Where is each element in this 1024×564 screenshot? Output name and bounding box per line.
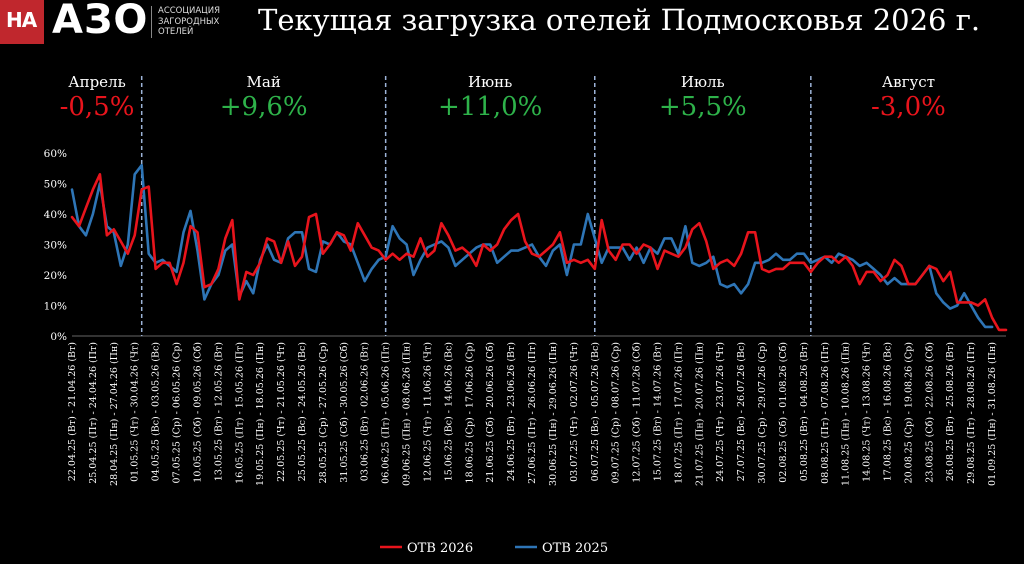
month-name: Апрель <box>68 73 126 91</box>
x-tick-label: 12.06.25 (Чт) - 11.06.26 (Чт) <box>422 342 433 482</box>
month-name: Май <box>247 73 281 91</box>
x-tick-label: 03.07.25 (Чт) - 02.07.26 (Чт) <box>569 342 580 482</box>
x-tick-label: 20.08.25 (Ср) - 19.08.26 (Ср) <box>903 342 914 483</box>
x-tick-label: 18.06.25 (Ср) - 17.06.26 (Ср) <box>464 342 475 483</box>
x-tick-label: 06.07.25 (Вс) - 05.07.26 (Вс) <box>590 342 601 481</box>
legend-label-2025: ОТВ 2025 <box>542 541 608 556</box>
logo-mark-text: НА <box>6 8 37 32</box>
month-name: Июнь <box>468 73 512 91</box>
x-tick-label: 26.08.25 (Вт) - 25.08.26 (Вт) <box>945 342 956 481</box>
x-tick-label: 21.06.25 (Сб) - 20.06.26 (Сб) <box>485 342 496 483</box>
logo-mark: НА <box>0 0 44 44</box>
x-tick-label: 09.07.25 (Ср) - 08.07.26 (Ср) <box>611 342 622 483</box>
x-tick-label: 24.06.25 (Вт) - 23.06.26 (Вт) <box>506 342 517 481</box>
x-tick-label: 19.05.25 (Пн) - 18.05.26 (Пн) <box>255 342 266 486</box>
x-tick-label: 10.05.25 (Сб) - 09.05.26 (Сб) <box>192 342 203 483</box>
x-tick-label: 06.06.25 (Пт) - 05.06.26 (Пт) <box>381 342 392 484</box>
series-line-2025 <box>70 163 994 329</box>
x-tick-label: 29.08.25 (Пт) - 28.08.26 (Пт) <box>966 342 977 484</box>
x-tick-label: 15.06.25 (Вс) - 14.06.26 (Вс) <box>443 342 454 481</box>
org-line-2: ЗАГОРОДНЫХ <box>158 16 220 27</box>
x-tick-label: 05.08.25 (Вт) - 04.08.26 (Вт) <box>799 342 810 481</box>
x-tick-label: 17.08.25 (Вс) - 16.08.26 (Вс) <box>883 342 894 481</box>
month-change-value: +5,5% <box>659 92 747 122</box>
org-line-3: ОТЕЛЕЙ <box>158 27 194 37</box>
y-tick-label: 60% <box>44 148 67 160</box>
x-tick-label: 28.05.25 (Ср) - 27.05.26 (Ср) <box>318 342 329 483</box>
x-tick-label: 21.07.25 (Пн) - 20.07.26 (Пн) <box>694 342 705 486</box>
month-name: Июль <box>681 73 725 91</box>
logo-divider <box>151 6 152 38</box>
x-tick-label: 03.06.25 (Вт) - 02.06.26 (Вт) <box>360 342 371 481</box>
x-tick-label: 08.08.25 (Пт) - 07.08.26 (Пт) <box>820 342 831 484</box>
x-tick-label: 30.06.25 (Пн) - 29.06.26 (Пн) <box>548 342 559 486</box>
x-tick-label: 14.08.25 (Чт) - 13.08.26 (Чт) <box>862 342 873 482</box>
x-tick-label: 22.05.25 (Чт) - 21.05.26 (Чт) <box>276 342 287 482</box>
x-tick-label: 15.07.25 (Вт) - 14.07.26 (Вт) <box>652 342 663 481</box>
legend-label-2026: ОТВ 2026 <box>407 541 473 556</box>
month-change-value: +11,0% <box>438 92 542 122</box>
page-title: Текущая загрузка отелей Подмосковья 2026… <box>258 3 981 37</box>
y-tick-label: 50% <box>44 179 67 191</box>
y-tick-label: 20% <box>44 270 67 282</box>
series-line-2026 <box>70 173 1008 332</box>
month-change-value: -3,0% <box>871 92 946 122</box>
x-tick-label: 13.05.25 (Вт) - 12.05.26 (Вт) <box>213 342 224 481</box>
month-name: Август <box>882 73 935 91</box>
org-name: АССОЦИАЦИЯ ЗАГОРОДНЫХ ОТЕЛЕЙ <box>158 6 248 38</box>
y-tick-label: 10% <box>44 301 67 313</box>
x-tick-label: 07.05.25 (Ср) - 06.05.26 (Ср) <box>172 342 183 483</box>
x-tick-label: 24.07.25 (Чт) - 23.07.26 (Чт) <box>715 342 726 482</box>
y-tick-label: 30% <box>44 240 67 252</box>
x-tick-label: 01.09.25 (Пн) - 31.08.26 (Пн) <box>987 342 998 486</box>
x-tick-label: 18.07.25 (Пт) - 17.07.26 (Пт) <box>673 342 684 484</box>
x-tick-label: 25.05.25 (Вс) - 24.05.26 (Вс) <box>297 342 308 481</box>
x-tick-label: 27.07.25 (Вс) - 26.07.26 (Вс) <box>736 342 747 481</box>
month-change-value: +9,6% <box>220 92 308 122</box>
x-tick-label: 11.08.25 (Пн) - 10.08.26 (Пн) <box>841 342 852 486</box>
x-tick-label: 01.05.25 (Чт) - 30.04.26 (Чт) <box>130 342 141 482</box>
x-tick-label: 25.04.25 (Пт) - 24.04.26 (Пт) <box>88 342 99 484</box>
x-tick-label: 22.04.25 (Вт) - 21.04.26 (Вт) <box>67 342 78 481</box>
x-tick-label: 31.05.25 (Сб) - 30.05.26 (Сб) <box>339 342 350 483</box>
x-tick-label: 27.06.25 (Пт) - 26.06.26 (Пт) <box>527 342 538 484</box>
org-line-1: АССОЦИАЦИЯ <box>158 6 221 16</box>
month-change-value: -0,5% <box>60 92 135 122</box>
x-tick-label: 09.06.25 (Пн) - 08.06.26 (Пн) <box>402 342 413 486</box>
x-tick-label: 02.08.25 (Сб) - 01.08.26 (Сб) <box>778 342 789 483</box>
x-tick-label: 12.07.25 (Сб) - 11.07.26 (Сб) <box>632 342 643 483</box>
x-tick-label: 28.04.25 (Пн) - 27.04.26 (Пн) <box>109 342 120 486</box>
x-tick-label: 16.05.25 (Пт) - 15.05.26 (Пт) <box>234 342 245 484</box>
y-tick-label: 0% <box>50 331 67 343</box>
x-tick-label: 30.07.25 (Ср) - 29.07.26 (Ср) <box>757 342 768 483</box>
y-tick-label: 40% <box>44 209 67 221</box>
x-tick-label: 23.08.25 (Сб) - 22.08.26 (Сб) <box>924 342 935 483</box>
x-tick-label: 04.05.25 (Вс) - 03.05.26 (Вс) <box>151 342 162 481</box>
logo-text: АЗО <box>52 0 149 43</box>
